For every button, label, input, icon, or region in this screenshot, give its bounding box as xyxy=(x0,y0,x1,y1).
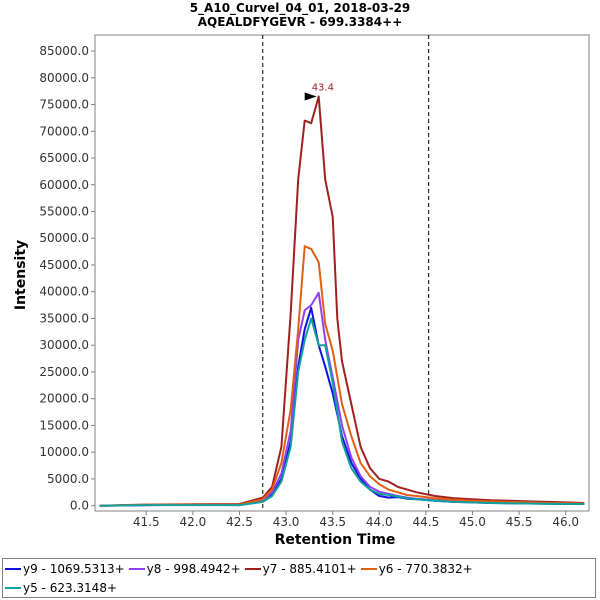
y-tick-label: 0.0 xyxy=(70,499,89,513)
y-tick-label: 35000.0 xyxy=(39,311,89,325)
series-lines xyxy=(99,95,585,507)
x-tick-label: 42.0 xyxy=(180,515,207,529)
y-tick-label: 50000.0 xyxy=(39,231,89,245)
peak-boundaries xyxy=(262,35,430,511)
chart-title: 5_A10_Curvel_04_01, 2018-03-29 xyxy=(190,1,411,16)
legend: y9 - 1069.5313+ y8 - 998.4942+ y7 - 885.41… xyxy=(2,558,596,598)
peak-label: 43.4 xyxy=(312,83,334,94)
legend-label: y6 - 770.3832+ xyxy=(378,562,473,576)
series-line xyxy=(99,95,585,507)
legend-label: y8 - 998.4942+ xyxy=(146,562,241,576)
legend-item: y6 - 770.3832+ xyxy=(360,562,473,576)
y-tick-label: 10000.0 xyxy=(39,445,89,459)
x-axis-label: Retention Time xyxy=(275,532,396,548)
x-tick-label: 45.5 xyxy=(506,515,533,529)
legend-item: y8 - 998.4942+ xyxy=(128,562,241,576)
series-line xyxy=(99,317,585,507)
legend-swatch xyxy=(128,568,145,570)
y-tick-label: 80000.0 xyxy=(39,71,89,85)
legend-label: y5 - 623.3148+ xyxy=(23,581,118,595)
y-tick-label: 5000.0 xyxy=(47,472,89,486)
y-tick-label: 60000.0 xyxy=(39,178,89,192)
y-tick-label: 70000.0 xyxy=(39,124,89,138)
x-tick-label: 43.0 xyxy=(273,515,300,529)
legend-swatch xyxy=(360,568,377,570)
chart-subtitle: AQEALDFYGEVR - 699.3384++ xyxy=(198,15,403,29)
x-axis-ticks: 41.5 42.0 42.5 43.0 43.5 44.0 44.5 45.0 45.5 46.0 xyxy=(133,511,579,529)
y-tick-label: 20000.0 xyxy=(39,392,89,406)
x-tick-label: 41.5 xyxy=(133,515,160,529)
legend-swatch xyxy=(5,568,21,570)
legend-item: y5 - 623.3148+ xyxy=(5,581,117,595)
y-tick-label: 65000.0 xyxy=(39,151,89,165)
x-tick-label: 42.5 xyxy=(226,515,253,529)
y-tick-label: 30000.0 xyxy=(39,338,89,352)
y-tick-label: 55000.0 xyxy=(39,204,89,218)
y-axis-label: Intensity xyxy=(13,240,29,310)
series-line xyxy=(99,245,585,507)
y-tick-label: 25000.0 xyxy=(39,365,89,379)
legend-row: y9 - 1069.5313+ y8 - 998.4942+ y7 - 885.41… xyxy=(5,560,477,578)
y-tick-label: 75000.0 xyxy=(39,98,89,112)
legend-item: y9 - 1069.5313+ xyxy=(5,562,125,576)
legend-label: y7 - 885.4101+ xyxy=(262,562,357,576)
x-tick-label: 46.0 xyxy=(552,515,579,529)
y-tick-label: 15000.0 xyxy=(39,418,89,432)
peak-marker-icon xyxy=(304,92,317,101)
legend-swatch xyxy=(244,568,261,570)
x-tick-label: 45.0 xyxy=(459,515,486,529)
x-tick-label: 44.5 xyxy=(413,515,440,529)
x-tick-label: 44.0 xyxy=(366,515,393,529)
legend-item: y7 - 885.4101+ xyxy=(244,562,357,576)
y-tick-label: 40000.0 xyxy=(39,285,89,299)
y-axis-ticks: 0.0 5000.0 10000.0 15000.0 20000.0 25000.0 300… xyxy=(39,44,95,513)
y-tick-label: 45000.0 xyxy=(39,258,89,272)
legend-row: y5 - 623.3148+ xyxy=(5,579,121,597)
peak-annotation: 43.4 xyxy=(304,83,334,101)
y-tick-label: 85000.0 xyxy=(39,44,89,58)
legend-swatch xyxy=(5,587,21,589)
x-tick-label: 43.5 xyxy=(319,515,346,529)
legend-label: y9 - 1069.5313+ xyxy=(23,562,125,576)
